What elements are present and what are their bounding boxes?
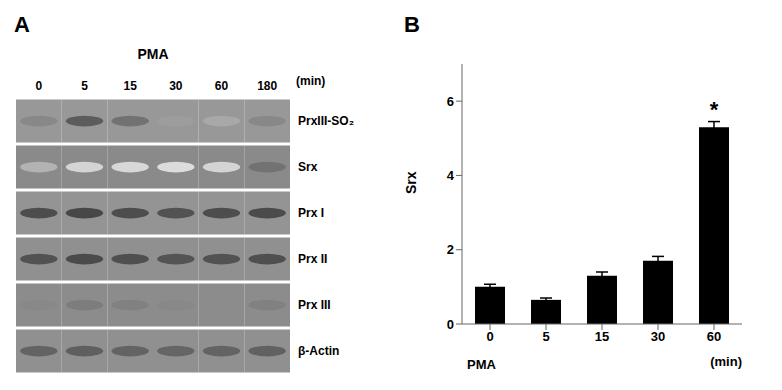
svg-text:PMA: PMA: [467, 357, 497, 372]
svg-text:PMA: PMA: [137, 46, 168, 62]
svg-text:5: 5: [542, 329, 549, 344]
svg-text:*: *: [710, 97, 719, 122]
svg-text:Prx I: Prx I: [298, 206, 324, 220]
html-text:(min): (min): [296, 74, 326, 88]
svg-text:2: 2: [447, 242, 454, 257]
svg-text:15: 15: [595, 329, 609, 344]
svg-text:60: 60: [707, 329, 721, 344]
svg-text:15: 15: [123, 79, 137, 93]
svg-text:0: 0: [447, 317, 454, 332]
svg-text:0: 0: [486, 329, 493, 344]
svg-text:Prx II: Prx II: [298, 252, 327, 266]
html-text:B: B: [404, 12, 420, 37]
svg-text:180: 180: [257, 79, 277, 93]
html-text:A: A: [14, 12, 30, 37]
svg-text:6: 6: [447, 94, 454, 109]
svg-text:30: 30: [651, 329, 665, 344]
svg-text:PrxIII-SO₂: PrxIII-SO₂: [298, 114, 354, 128]
svg-text:60: 60: [215, 79, 229, 93]
svg-text:30: 30: [169, 79, 183, 93]
svg-text:5: 5: [81, 79, 88, 93]
svg-text:4: 4: [447, 168, 455, 183]
html-text:(min): (min): [710, 354, 742, 369]
svg-text:β-Actin: β-Actin: [298, 344, 339, 358]
svg-text:0: 0: [35, 79, 42, 93]
svg-text:Srx: Srx: [403, 171, 419, 194]
svg-text:Srx: Srx: [298, 160, 318, 174]
svg-text:Prx III: Prx III: [298, 298, 331, 312]
